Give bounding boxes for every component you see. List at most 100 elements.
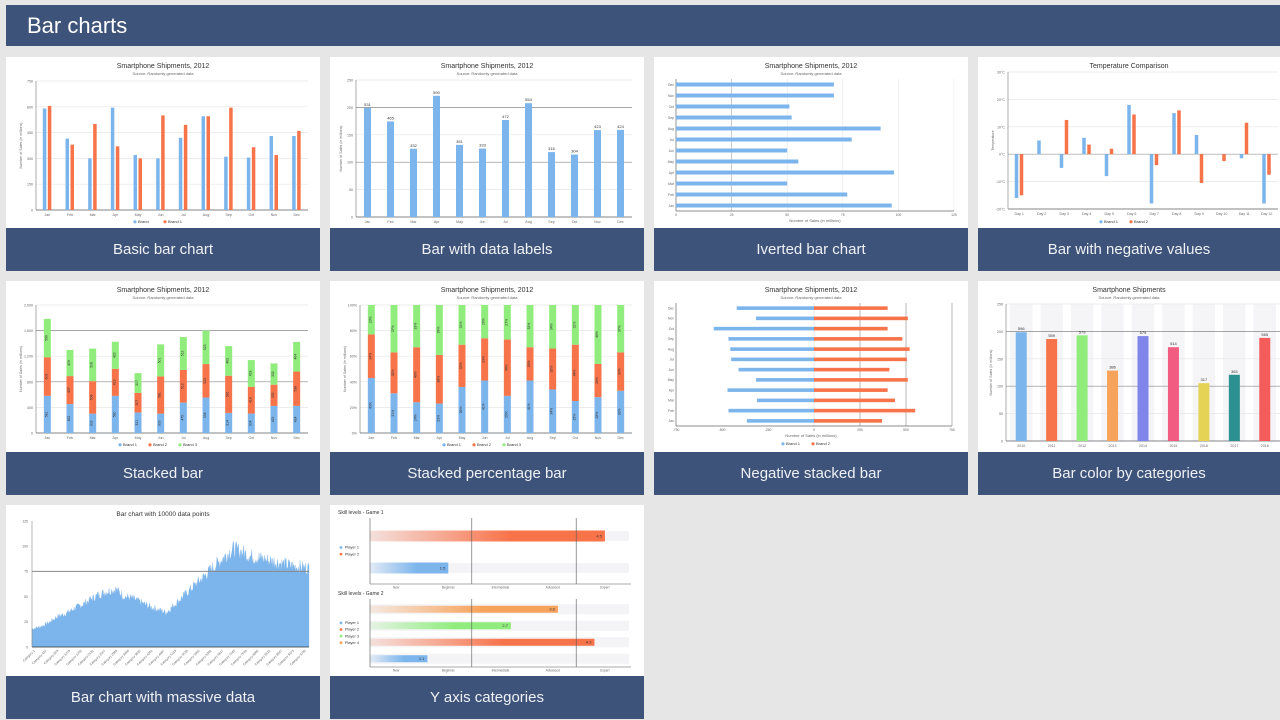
bar: [1149, 154, 1154, 204]
data-label: 25%: [572, 414, 576, 421]
x-tick-label: Feb: [387, 220, 393, 224]
data-label: 501: [158, 357, 162, 363]
y-tick-label: Mar: [668, 399, 675, 403]
bar: [161, 115, 165, 210]
page-header: Bar charts: [6, 5, 1280, 46]
bar-segment: [526, 305, 534, 348]
chart-subtitle: Source: Randomly generated data: [133, 71, 195, 76]
card-caption[interactable]: Basic bar chart: [6, 228, 320, 271]
y-tick-label: 750: [27, 80, 33, 84]
x-tick-label: Jul: [503, 220, 508, 224]
data-label: 463: [226, 358, 230, 364]
bar: [814, 367, 890, 372]
y-tick-label: 1,600: [24, 329, 33, 333]
card-caption[interactable]: Y axis categories: [330, 676, 644, 719]
x-tick-label: Advanced: [546, 586, 560, 590]
x-tick-label: Aug: [527, 436, 533, 440]
card-caption[interactable]: Stacked bar: [6, 452, 320, 495]
x-tick-label: Mar: [414, 436, 421, 440]
bar: [138, 158, 142, 210]
x-tick-label: Day 7: [1150, 212, 1159, 216]
card-caption[interactable]: Bar with negative values: [978, 228, 1280, 271]
bar-segment: [66, 376, 74, 405]
legend-marker: [339, 546, 343, 549]
bar-segment: [202, 397, 210, 433]
data-label: 514: [1170, 341, 1177, 346]
legend-marker: [339, 552, 343, 556]
data-label: 512: [180, 351, 184, 357]
data-label: 32%: [550, 366, 554, 373]
x-tick-label: 2015: [1169, 444, 1177, 448]
card-stacked-bar[interactable]: Smartphone Shipments, 2012 Source: Random…: [6, 281, 320, 495]
x-tick-label: Dec: [293, 436, 300, 440]
x-tick-label: Jan: [44, 213, 50, 217]
data-label: 386: [1109, 365, 1116, 370]
bar: [70, 144, 74, 210]
card-y-axis-categories[interactable]: Skill levels - Game 1 4.5 1.5 New Beginner In…: [330, 505, 644, 719]
y-tick-label: 75: [24, 570, 28, 574]
card-caption[interactable]: Bar color by categories: [978, 452, 1280, 495]
chart-thumbnail: Temperature Comparison -20°C -10°C 0°C 10°C 2…: [978, 57, 1280, 228]
chart-title: Smartphone Shipments, 2012: [117, 287, 210, 294]
x-tick-label: 0: [675, 213, 677, 217]
negative-values-chart-svg: Temperature Comparison -20°C -10°C 0°C 10°C 2…: [991, 63, 1278, 224]
skill-bar: [370, 605, 558, 613]
data-label: 581: [158, 392, 162, 398]
bar: [387, 121, 394, 217]
data-label: 314: [226, 420, 230, 426]
bar: [728, 337, 814, 341]
y-tick-label: May: [668, 160, 675, 164]
data-label: 33%: [414, 323, 418, 330]
card-negative-stacked-bar[interactable]: Smartphone Shipments, 2012 Source: Random…: [654, 281, 968, 495]
x-tick-label: Oct: [249, 436, 255, 440]
chart-thumbnail: Bar chart with 10000 data points 0 25 50 75 1…: [6, 505, 320, 676]
bar: [814, 337, 903, 341]
bar: [676, 148, 788, 153]
bar: [456, 144, 463, 217]
card-bar-with-negative-values[interactable]: Temperature Comparison -20°C -10°C 0°C 10°C 2…: [978, 57, 1280, 271]
y-tick-label: 100: [997, 385, 1003, 389]
chart-thumbnail: Smartphone Shipments, 2012 Source: Random…: [330, 281, 644, 452]
y-tick-label: 25: [24, 620, 28, 624]
bar: [410, 148, 417, 217]
bar: [814, 419, 883, 423]
legend-marker: [339, 628, 343, 631]
bar: [251, 147, 256, 210]
legend-marker: [781, 442, 785, 446]
data-label: 424: [294, 416, 298, 422]
chart-title: Smartphone Shipments, 2012: [765, 287, 858, 294]
bar-segment: [66, 404, 74, 433]
card-bar-with-data-labels[interactable]: Smartphone Shipments, 2012 Source: Random…: [330, 57, 644, 271]
data-label: 33%: [459, 362, 463, 369]
card-caption[interactable]: Bar chart with massive data: [6, 676, 320, 719]
card-caption[interactable]: Iverted bar chart: [654, 228, 968, 271]
bar-segment: [503, 305, 511, 340]
card-inverted-bar-chart[interactable]: Smartphone Shipments, 2012 Source: Random…: [654, 57, 968, 271]
card-bar-color-by-categories[interactable]: Smartphone Shipments Source: Randomly gen…: [978, 281, 1280, 495]
bar: [1194, 135, 1199, 155]
bar-segment: [89, 413, 97, 433]
data-label: 38%: [436, 376, 440, 383]
data-label: 424: [617, 124, 624, 129]
chart-title: Bar chart with 10000 data points: [116, 511, 210, 518]
legend-item: Brand 1: [447, 442, 462, 447]
card-bar-chart-massive-data[interactable]: Bar chart with 10000 data points 0 25 50 75 1…: [6, 505, 320, 719]
y-tick-label: Dec: [668, 83, 674, 87]
card-caption[interactable]: Bar with data labels: [330, 228, 644, 271]
bar-segment: [594, 363, 602, 398]
x-tick-label: New: [393, 669, 400, 673]
legend-marker: [442, 443, 446, 447]
y-tick-label: 100%: [348, 304, 358, 308]
card-basic-bar-chart[interactable]: Smartphone Shipments, 2012 Source: Random…: [6, 57, 320, 271]
bar-segment: [293, 405, 301, 433]
massive-data-chart-svg: Bar chart with 10000 data points 0 25 50 75 1…: [22, 511, 310, 667]
data-label: 4.3: [586, 640, 592, 645]
data-label: 44%: [504, 364, 508, 371]
card-stacked-percentage-bar[interactable]: Smartphone Shipments, 2012 Source: Random…: [330, 281, 644, 495]
bar: [728, 408, 814, 413]
card-caption[interactable]: Stacked percentage bar: [330, 452, 644, 495]
bar-segment: [413, 305, 421, 348]
card-caption[interactable]: Negative stacked bar: [654, 452, 968, 495]
